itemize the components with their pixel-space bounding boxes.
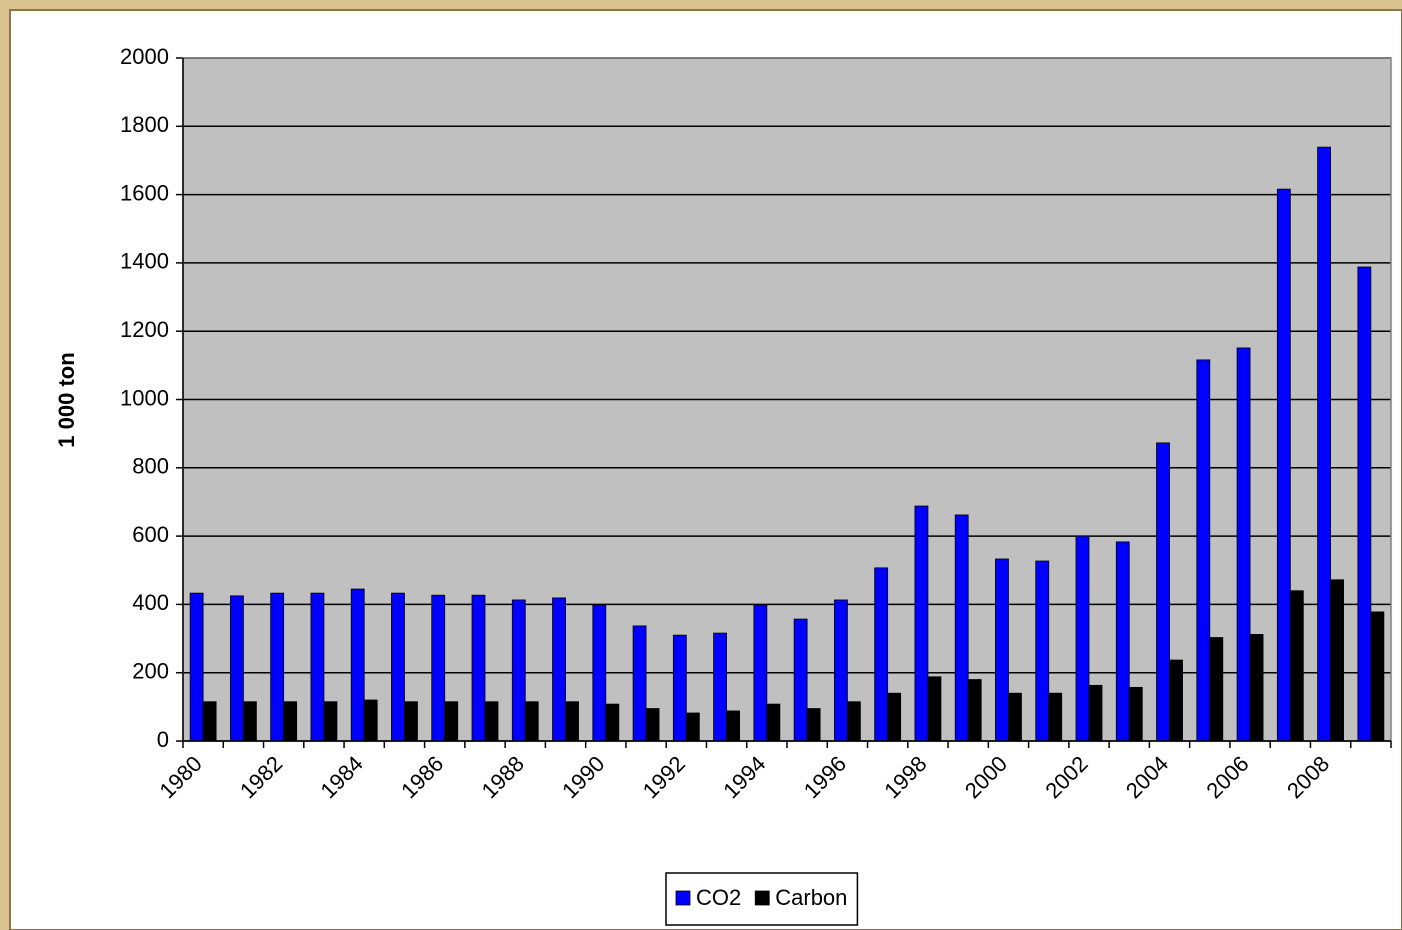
bar bbox=[1008, 693, 1021, 741]
bar bbox=[673, 635, 686, 741]
bar bbox=[834, 600, 847, 741]
bar bbox=[190, 593, 203, 741]
bar bbox=[1277, 189, 1290, 741]
bar bbox=[888, 693, 901, 741]
bar bbox=[311, 593, 324, 741]
bar bbox=[606, 704, 619, 741]
y-axis-label: 1 000 ton bbox=[54, 352, 79, 447]
bar bbox=[1089, 685, 1102, 741]
bar bbox=[686, 713, 699, 741]
y-tick-label: 200 bbox=[132, 659, 169, 684]
bar bbox=[1036, 561, 1049, 741]
y-tick-label: 1200 bbox=[120, 317, 169, 342]
bar bbox=[1157, 443, 1170, 741]
bar bbox=[391, 593, 404, 741]
bar bbox=[203, 702, 216, 741]
bar bbox=[284, 702, 297, 741]
bar bbox=[807, 709, 820, 741]
bar bbox=[955, 515, 968, 741]
bar bbox=[1116, 542, 1129, 741]
bar bbox=[472, 595, 485, 741]
bar bbox=[995, 559, 1008, 741]
y-tick-label: 2000 bbox=[120, 44, 169, 69]
y-tick-label: 800 bbox=[132, 454, 169, 479]
bar bbox=[512, 600, 525, 741]
bar bbox=[1371, 612, 1384, 741]
legend-swatch bbox=[755, 891, 769, 905]
bar bbox=[714, 633, 727, 741]
y-tick-label: 1400 bbox=[120, 249, 169, 274]
y-tick-label: 1000 bbox=[120, 385, 169, 410]
bar bbox=[351, 589, 364, 741]
y-tick-label: 1800 bbox=[120, 112, 169, 137]
legend-label: Carbon bbox=[775, 885, 847, 910]
bar bbox=[324, 702, 337, 741]
bar bbox=[364, 700, 377, 741]
bar bbox=[1331, 580, 1344, 741]
bar bbox=[404, 702, 417, 741]
bar bbox=[1250, 634, 1263, 741]
bar bbox=[1197, 360, 1210, 741]
legend-label: CO2 bbox=[696, 885, 741, 910]
bar bbox=[1290, 591, 1303, 741]
bar bbox=[633, 626, 646, 741]
bar bbox=[553, 598, 566, 741]
bar bbox=[1049, 693, 1062, 741]
legend-swatch bbox=[676, 891, 690, 905]
bar bbox=[230, 596, 243, 741]
chart: 1 000 ton 0 200 400 600 800 1000 1200 1400 1600 1… bbox=[0, 0, 1402, 930]
bar bbox=[485, 702, 498, 741]
page: {"chart_data": {"type": "bar", "y_label"… bbox=[0, 0, 1402, 930]
y-tick-label: 400 bbox=[132, 590, 169, 615]
bar bbox=[593, 605, 606, 741]
bar bbox=[754, 605, 767, 741]
bar bbox=[875, 568, 888, 741]
y-tick-label: 0 bbox=[157, 727, 169, 752]
bar bbox=[271, 593, 284, 741]
bar bbox=[794, 619, 807, 741]
bar bbox=[727, 711, 740, 741]
bar bbox=[1170, 660, 1183, 741]
y-tick-label: 600 bbox=[132, 522, 169, 547]
bar bbox=[968, 680, 981, 741]
bar bbox=[1237, 348, 1250, 741]
bar bbox=[1210, 638, 1223, 741]
bar bbox=[646, 709, 659, 741]
y-tick-label: 1600 bbox=[120, 180, 169, 205]
bar bbox=[928, 677, 941, 741]
bar bbox=[1129, 687, 1142, 741]
bar bbox=[566, 702, 579, 741]
bar bbox=[847, 702, 860, 741]
bar bbox=[525, 702, 538, 741]
bar bbox=[1318, 147, 1331, 741]
bar bbox=[1358, 267, 1371, 741]
bar bbox=[915, 506, 928, 741]
bar bbox=[243, 702, 256, 741]
bar bbox=[1076, 536, 1089, 741]
bar bbox=[432, 595, 445, 741]
bar bbox=[767, 704, 780, 741]
bar bbox=[445, 702, 458, 741]
